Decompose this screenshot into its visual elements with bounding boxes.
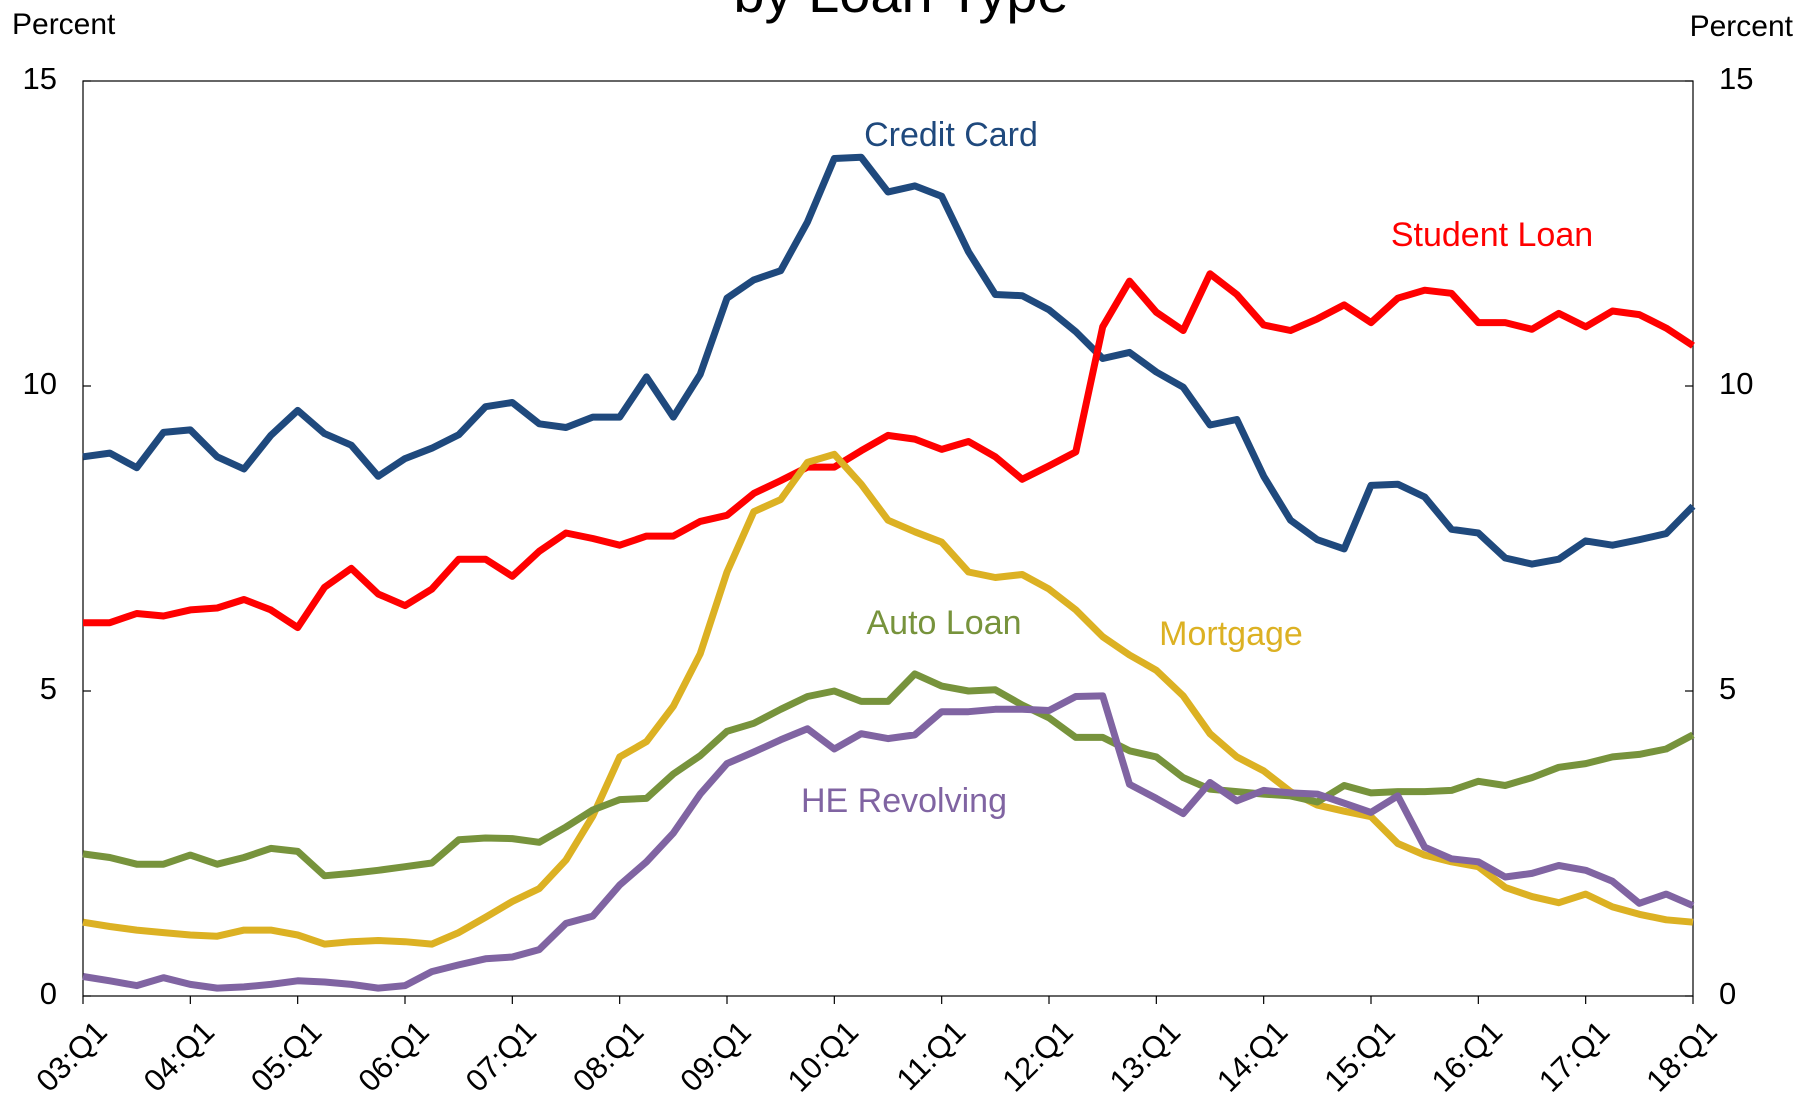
y2-tick-label: 0 <box>1719 976 1736 1011</box>
series-line <box>82 450 1694 948</box>
series-label: Mortgage <box>1159 615 1303 653</box>
y-tick-label: 15 <box>23 61 57 96</box>
x-tick-label: 14:Q1 <box>1210 1014 1294 1098</box>
x-tick-label: 03:Q1 <box>29 1014 113 1098</box>
series-label: HE Revolving <box>801 782 1007 820</box>
y2-tick-label: 15 <box>1719 61 1753 96</box>
plot-frame <box>82 80 1694 997</box>
x-tick-label: 18:Q1 <box>1639 1014 1723 1098</box>
y2-axis-label: Percent <box>1690 10 1794 43</box>
series-label: Auto Loan <box>866 604 1021 642</box>
x-tick-label: 10:Q1 <box>781 1014 865 1098</box>
y2-tick-label: 10 <box>1719 366 1753 401</box>
x-tick-label: 07:Q1 <box>459 1014 543 1098</box>
series-label: Credit Card <box>864 116 1038 154</box>
y-axis-label: Percent <box>12 8 116 41</box>
x-tick-label: 08:Q1 <box>566 1014 650 1098</box>
chart-title: by Loan Type <box>733 0 1068 24</box>
x-tick-label: 05:Q1 <box>244 1014 328 1098</box>
x-tick-label: 13:Q1 <box>1103 1014 1187 1098</box>
y-tick-label: 0 <box>40 976 57 1011</box>
x-tick-label: 15:Q1 <box>1317 1014 1401 1098</box>
x-tick-label: 09:Q1 <box>673 1014 757 1098</box>
x-tick-label: 04:Q1 <box>137 1014 221 1098</box>
series-line <box>82 692 1695 992</box>
series-line <box>82 153 1696 568</box>
y2-tick-label: 5 <box>1719 671 1736 706</box>
series-label: Student Loan <box>1391 216 1593 254</box>
x-tick-label: 06:Q1 <box>351 1014 435 1098</box>
x-tick-label: 16:Q1 <box>1425 1014 1509 1098</box>
y-tick-label: 10 <box>23 366 57 401</box>
y-tick-label: 5 <box>40 671 57 706</box>
x-tick-label: 17:Q1 <box>1532 1014 1616 1098</box>
x-tick-label: 11:Q1 <box>890 1014 973 1097</box>
series-line <box>82 670 1695 880</box>
x-tick-label: 12:Q1 <box>995 1014 1079 1098</box>
series-line <box>83 270 1695 632</box>
